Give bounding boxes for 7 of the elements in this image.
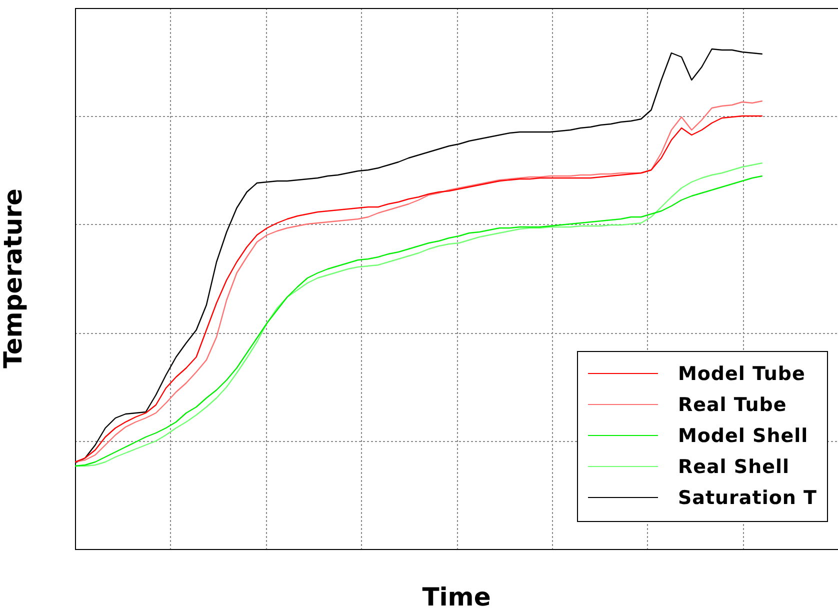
legend-label: Model Tube: [678, 362, 806, 384]
legend-label: Model Shell: [678, 424, 808, 446]
legend-label: Saturation T: [678, 486, 817, 508]
x-axis-title: Time: [422, 582, 491, 612]
y-axis-title: Temperature: [0, 188, 28, 368]
legend-label: Real Shell: [678, 456, 790, 478]
legend-label: Real Tube: [678, 394, 787, 416]
